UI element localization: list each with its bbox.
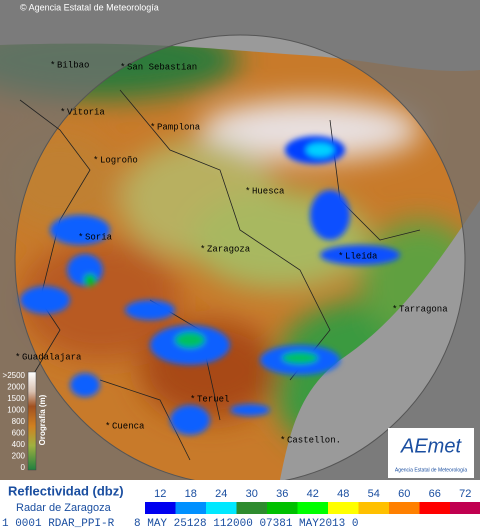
- city-marker: *: [281, 434, 285, 444]
- city-label: Logroño: [100, 155, 138, 165]
- radar-name: Radar de Zaragoza: [16, 502, 112, 514]
- scale-label: 24: [215, 488, 227, 500]
- orography-legend: Orografía (m) >2500200015001000800600400…: [3, 371, 48, 472]
- scale-swatch: [450, 502, 480, 514]
- city-marker: *: [151, 121, 155, 131]
- scale-label: 54: [368, 488, 380, 500]
- city-marker: *: [246, 185, 250, 195]
- scale-label: 60: [398, 488, 410, 500]
- city-label: Huesca: [252, 186, 285, 196]
- orography-label: 200: [12, 452, 26, 461]
- orography-label: 400: [12, 440, 26, 449]
- scale-swatch: [297, 502, 328, 514]
- scale-swatch: [175, 502, 206, 514]
- orography-label: 2000: [7, 383, 25, 392]
- orography-title: Orografía (m): [38, 394, 47, 445]
- scale-label: 30: [246, 488, 258, 500]
- scale-label: 36: [276, 488, 288, 500]
- orography-label: 1000: [7, 406, 25, 415]
- city-marker: *: [191, 393, 195, 403]
- orography-label: 800: [12, 417, 26, 426]
- status-line: 1 0001 RDAR_PPI-R 8 MAY 25128 112000 073…: [2, 518, 358, 530]
- scale-label: 18: [185, 488, 197, 500]
- city-marker: *: [79, 231, 83, 241]
- city-label: Vitoria: [67, 107, 105, 117]
- scale-swatch: [206, 502, 237, 514]
- scale-label: 66: [429, 488, 441, 500]
- city-label: Castellon.: [287, 435, 341, 445]
- city-marker: *: [121, 61, 125, 71]
- city-label: Guadalajara: [22, 352, 82, 362]
- city-marker: *: [339, 250, 343, 260]
- city-marker: *: [106, 420, 110, 430]
- city-label: Pamplona: [157, 122, 201, 132]
- city-label: Soria: [85, 232, 113, 242]
- scale-swatch: [267, 502, 298, 514]
- city-label: Cuenca: [112, 421, 145, 431]
- orography-label: >2500: [3, 371, 26, 380]
- city-marker: *: [94, 154, 98, 164]
- city-label: Tarragona: [399, 304, 448, 314]
- city-marker: *: [61, 106, 65, 116]
- aemet-logo: AEmet Agencia Estatal de Meteorología: [388, 428, 474, 478]
- city-label: Lleida: [345, 251, 378, 261]
- city-label: San Sebastian: [127, 62, 197, 72]
- scale-swatch: [389, 502, 420, 514]
- scale-swatch: [145, 502, 176, 514]
- scale-label: 12: [154, 488, 166, 500]
- credit: © Agencia Estatal de Meteorología: [20, 2, 159, 12]
- scale-swatch: [236, 502, 267, 514]
- logo-subtitle: Agencia Estatal de Meteorología: [395, 467, 467, 473]
- city-labels: * Bilbao * San Sebastian* Vitoria* Pamplona* L…: [16, 59, 448, 445]
- scale-swatch: [419, 502, 450, 514]
- city-label: Bilbao: [57, 60, 89, 70]
- orography-label: 1500: [7, 394, 25, 403]
- city-marker: *: [393, 303, 397, 313]
- reflectivity-title: Reflectividad (dbz): [8, 483, 124, 498]
- scale-label: 42: [307, 488, 319, 500]
- scale-label: 72: [459, 488, 471, 500]
- scale-swatch: [328, 502, 359, 514]
- scale-label: 48: [337, 488, 349, 500]
- radar-echoes: [20, 136, 400, 435]
- logo-name: AEmet: [400, 435, 462, 457]
- reflectivity-scale: 12 18 24 30 36 42 48 54 60 66 72: [145, 488, 480, 514]
- orography-label: 0: [21, 463, 26, 472]
- terrain: [0, 0, 480, 480]
- city-marker: *: [51, 59, 55, 69]
- city-marker: *: [16, 351, 20, 361]
- city-label: Zaragoza: [207, 244, 251, 254]
- city-label: Teruel: [197, 394, 229, 404]
- scale-swatch: [358, 502, 389, 514]
- city-marker: *: [201, 243, 205, 253]
- orography-label: 600: [12, 429, 26, 438]
